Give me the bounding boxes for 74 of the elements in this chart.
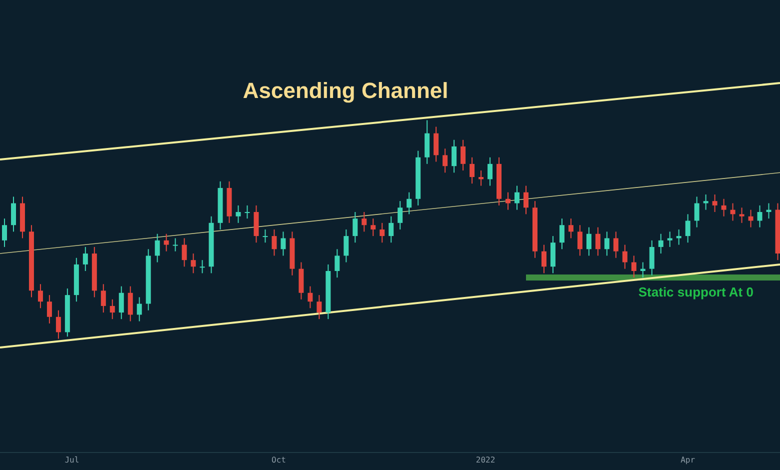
candlestick [370,218,376,237]
candlestick [172,238,178,252]
candlestick [154,233,160,263]
candlestick [541,244,546,274]
annotation: Static support At 0 [638,284,754,300]
x-tick-label: Jul [64,455,80,464]
candlestick [676,228,682,246]
candlestick [100,284,106,314]
candlestick [559,218,564,250]
candlestick [308,286,313,309]
candlestick [82,246,88,272]
candlestick [352,211,358,244]
candlestick [10,196,16,232]
candlestick [640,262,646,278]
candlestick [694,196,700,228]
candlestick [406,192,412,215]
candlestick [577,224,582,256]
candlestick [514,185,520,210]
candlestick [595,226,600,256]
candlestick [703,194,708,210]
candlestick [586,226,592,256]
x-tick-label: Apr [680,455,696,464]
candlestick [136,296,142,322]
candlestick [488,156,493,186]
candlestick [730,202,736,222]
candlestick [128,286,133,322]
candlestick [613,231,618,258]
candlestick [2,218,7,248]
candlestick [200,260,205,274]
candlestick [523,185,528,215]
candlestick [757,204,762,228]
candlestick [398,200,403,230]
candlestick [442,148,448,174]
candlestick [362,211,367,232]
x-tick-label: Oct [272,455,286,464]
candlestick [236,204,241,224]
candlestick [182,238,187,268]
candlestick [38,284,43,309]
candlestick [46,294,52,324]
candlestick [334,248,340,278]
candlestick [244,204,250,220]
candlestick [118,286,124,320]
candlestick [739,207,744,224]
candlestick [190,253,196,274]
chart-title: Ascending Channel [242,78,448,104]
candlestick [380,222,385,244]
candlestick [434,126,439,162]
candlestick [685,214,690,244]
candlestick [272,228,277,256]
candlestick [766,202,772,220]
candlestick [460,139,466,171]
candlestick [316,294,322,320]
candlestick [568,218,574,239]
candlestick [622,244,628,270]
x-tick-label: 2022 [476,455,496,464]
candlestick [712,194,718,212]
candlestick [110,298,115,320]
candlestick [478,170,484,186]
candlestick [262,228,268,244]
candlestick [506,192,511,210]
candlestick [344,228,349,263]
candlestick [164,233,169,252]
candlestick [56,310,61,340]
candlestick [748,209,754,228]
candlestick [388,216,394,244]
candlestick [649,240,654,276]
candlestick [604,231,610,256]
candlestick [470,156,475,184]
candlestick [658,233,664,254]
candlestick [721,198,726,217]
candlestick [280,231,286,256]
candlestick [452,139,457,174]
candlestick [631,255,636,278]
candlestick [667,231,672,248]
